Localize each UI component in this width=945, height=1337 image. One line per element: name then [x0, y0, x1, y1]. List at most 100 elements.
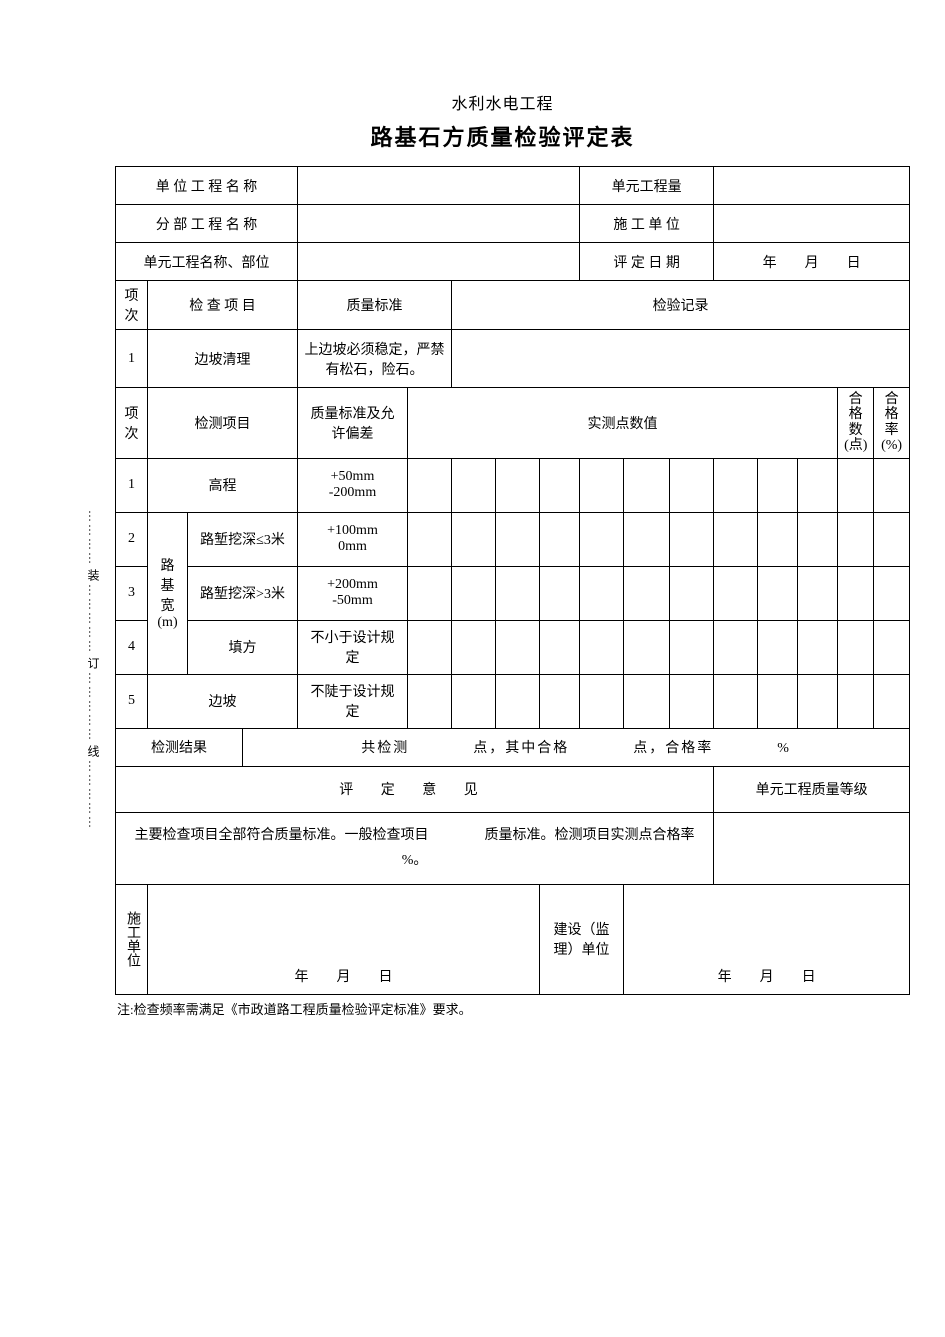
label-element: 单元工程名称、部位	[116, 243, 298, 281]
check-col-record: 检验记录	[452, 281, 910, 330]
measure-row-no: 3	[116, 566, 148, 620]
measure-cell	[408, 512, 452, 566]
evaluation-form-table: 单 位 工 程 名 称 单元工程量 分 部 工 程 名 称 施 工 单 位 单元…	[115, 166, 910, 995]
measure-cell	[408, 566, 452, 620]
measure-cell	[798, 566, 838, 620]
measure-cell	[452, 674, 496, 728]
measure-row-no: 1	[116, 458, 148, 512]
measure-cell	[670, 458, 714, 512]
check-row-record	[452, 330, 910, 388]
measure-cell	[452, 566, 496, 620]
binding-ding: 订	[86, 657, 100, 669]
measure-row-no: 5	[116, 674, 148, 728]
measure-cell	[540, 566, 580, 620]
result-label: 检测结果	[116, 728, 243, 766]
value-eval-date: 年 月 日	[714, 243, 910, 281]
measure-cell	[452, 512, 496, 566]
page-container: 水利水电工程 路基石方质量检验评定表 单 位 工 程 名 称	[0, 0, 945, 1058]
measure-cell	[758, 620, 798, 674]
measure-row-item: 路堑挖深>3米	[188, 566, 298, 620]
binding-dots: ……………	[86, 672, 100, 742]
opinion-header: 评 定 意 见	[116, 766, 714, 812]
signoff-owner-label: 建设（监理）单位	[540, 884, 624, 994]
measure-row-item: 边坡	[148, 674, 298, 728]
signoff-contractor-date: 年 月 日	[148, 884, 540, 994]
binding-xian: 线	[86, 745, 100, 757]
measure-passrate-cell	[874, 620, 910, 674]
measure-col-vals: 实测点数值	[408, 388, 838, 459]
measure-cell	[408, 458, 452, 512]
check-row-item: 边坡清理	[148, 330, 298, 388]
measure-row-item: 填方	[188, 620, 298, 674]
measure-row-std: +50mm -200mm	[298, 458, 408, 512]
measure-cell	[580, 674, 624, 728]
label-contractor: 施 工 单 位	[580, 205, 714, 243]
label-section: 分 部 工 程 名 称	[116, 205, 298, 243]
document-supertitle: 水利水电工程	[115, 90, 890, 114]
measure-cell	[580, 566, 624, 620]
measure-cell	[452, 458, 496, 512]
measure-cell	[670, 512, 714, 566]
measure-passrate-cell	[874, 512, 910, 566]
measure-row-std: 不陡于设计规定	[298, 674, 408, 728]
grade-value	[714, 812, 910, 884]
grade-header: 单元工程质量等级	[714, 766, 910, 812]
measure-cell	[798, 512, 838, 566]
binding-dots: ……………	[86, 584, 100, 654]
measure-col-pass-cnt: 合格数(点)	[838, 388, 874, 459]
measure-cell	[758, 674, 798, 728]
measure-passcnt-cell	[838, 566, 874, 620]
opinion-body: 主要检查项目全部符合质量标准。一般检查项目 质量标准。检测项目实测点合格率 %。	[116, 812, 714, 884]
document-title: 路基石方质量检验评定表	[115, 120, 890, 152]
binding-margin: ………… 装 …………… 订 …………… 线 ……………	[82, 280, 102, 1060]
measure-row-item: 路堑挖深≤3米	[188, 512, 298, 566]
binding-zhuang: 装	[86, 569, 100, 581]
measure-cell	[452, 620, 496, 674]
signoff-contractor-label: 施工单位	[116, 884, 148, 994]
signoff-contractor-label-text: 施工单位	[122, 911, 142, 967]
footer-note: 注:检查频率需满足《市政道路工程质量检验评定标准》要求。	[115, 999, 890, 1018]
measure-cell	[624, 620, 670, 674]
measure-cell	[758, 566, 798, 620]
measure-cell	[758, 512, 798, 566]
measure-cell	[758, 458, 798, 512]
value-section	[298, 205, 580, 243]
measure-col-item: 检测项目	[148, 388, 298, 459]
measure-cell	[580, 512, 624, 566]
measure-cell	[496, 458, 540, 512]
measure-cell	[624, 674, 670, 728]
measure-cell	[496, 620, 540, 674]
measure-col-pass-rate: 合格率(%)	[874, 388, 910, 459]
measure-cell	[798, 458, 838, 512]
measure-row-std: +100mm 0mm	[298, 512, 408, 566]
check-row-std: 上边坡必须稳定，严禁有松石，险石。	[298, 330, 452, 388]
measure-cell	[408, 620, 452, 674]
measure-cell	[670, 620, 714, 674]
measure-passrate-cell	[874, 566, 910, 620]
check-col-item: 检 查 项 目	[148, 281, 298, 330]
check-col-no: 项次	[116, 281, 148, 330]
value-element	[298, 243, 580, 281]
measure-cell	[624, 458, 670, 512]
measure-cell	[714, 512, 758, 566]
label-unit-qty: 单元工程量	[580, 167, 714, 205]
measure-cell	[408, 674, 452, 728]
measure-cell	[714, 566, 758, 620]
measure-cell	[670, 566, 714, 620]
measure-cell	[714, 674, 758, 728]
measure-row-no: 2	[116, 512, 148, 566]
check-row-no: 1	[116, 330, 148, 388]
label-unit-project: 单 位 工 程 名 称	[116, 167, 298, 205]
value-unit-project	[298, 167, 580, 205]
measure-row-std: +200mm -50mm	[298, 566, 408, 620]
binding-dots: …………	[86, 510, 100, 566]
measure-passcnt-cell	[838, 620, 874, 674]
measure-cell	[540, 512, 580, 566]
measure-cell	[580, 458, 624, 512]
measure-cell	[798, 620, 838, 674]
measure-cell	[670, 674, 714, 728]
measure-cell	[540, 458, 580, 512]
measure-cell	[714, 458, 758, 512]
measure-cell	[496, 512, 540, 566]
label-eval-date: 评 定 日 期	[580, 243, 714, 281]
